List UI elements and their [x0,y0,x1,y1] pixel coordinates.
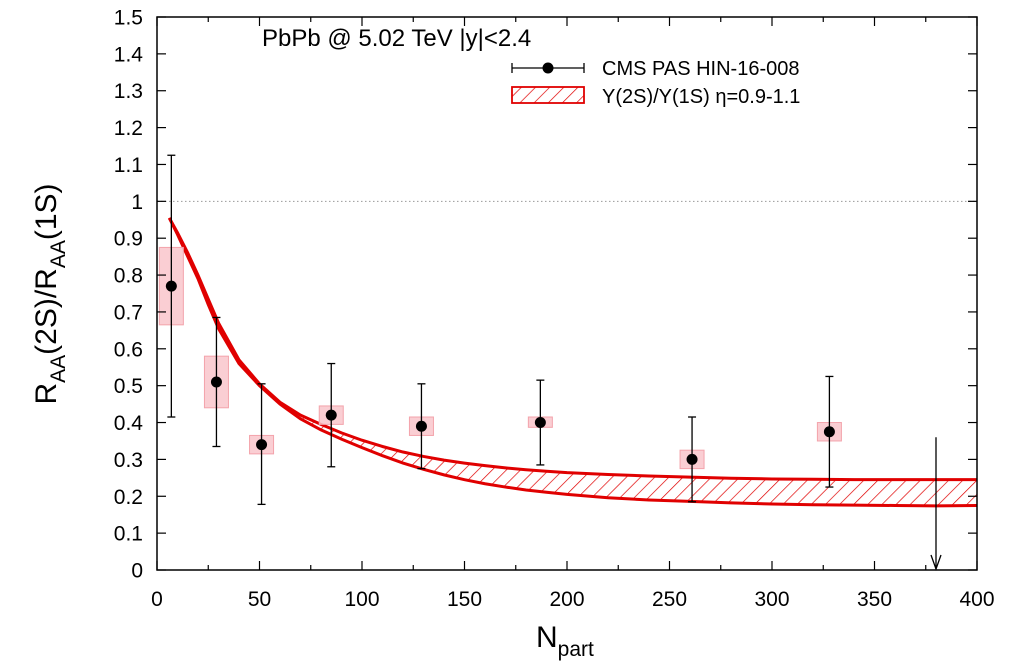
y-axis-label-part3: (1S) [30,183,63,240]
data-point [534,417,546,429]
data-point-layer [165,280,835,465]
x-tick-label: 400 [959,588,994,611]
y-axis-label-sub2: AA [47,240,70,268]
y-tick-label: 1.3 [114,80,143,103]
legend-data-label: CMS PAS HIN-16-008 [602,58,799,80]
data-point [165,280,177,292]
upper-limit-arrowhead [930,554,942,571]
x-axis-label-sub: part [558,638,594,661]
chart-title: PbPb @ 5.02 TeV |y|<2.4 [262,25,531,52]
x-tick-label: 50 [248,588,271,611]
theory-band-fill [169,217,977,506]
y-tick-label: 0.6 [114,338,143,361]
x-tick-label: 250 [652,588,687,611]
y-tick-label: 0.1 [114,523,143,546]
theory-band-layer [167,217,977,508]
data-point [210,376,222,388]
x-tick-label: 350 [857,588,892,611]
theory-band-lower-edge [167,217,977,508]
y-tick-label: 0.2 [114,486,143,509]
data-point [415,420,427,432]
x-tick-label: 300 [754,588,789,611]
y-tick-label: 1.2 [114,117,143,140]
data-point [686,453,698,465]
y-tick-label: 1.4 [114,43,144,66]
y-tick-label: 0.9 [114,228,143,251]
x-tick-label: 0 [151,588,163,611]
data-point [823,426,835,438]
y-tick-label: 0 [131,560,143,583]
y-axis-label-part2: (2S)/R [30,268,63,355]
y-tick-label: 0.8 [114,265,143,288]
x-tick-labels: 0 50 100 150 200 250 300 350 400 [151,588,994,611]
y-axis-label-part1: R [30,383,63,405]
legend-data-marker-dot [542,62,554,74]
x-tick-label: 100 [344,588,379,611]
y-axis-label: RAA(2S)/RAA(1S) [30,183,70,404]
y-tick-label: 0.3 [114,449,143,472]
x-tick-label: 200 [549,588,584,611]
y-tick-label: 1.5 [114,7,143,30]
y-tick-label: 1.1 [114,154,143,177]
error-bar-layer [167,154,942,571]
legend-band-swatch [511,86,585,104]
x-tick-label: 150 [447,588,482,611]
x-axis-label: Npart [536,621,594,661]
y-tick-label: 1 [131,191,143,214]
data-point [325,409,337,421]
y-tick-label: 0.5 [114,375,143,398]
x-axis-label-main: N [536,621,558,654]
legend: CMS PAS HIN-16-008 Υ(2S)/Υ(1S) η=0.9-1.1 [511,58,800,108]
y-tick-label: 0.7 [114,301,143,324]
theory-band-upper-edge [167,217,977,482]
tick-layer [156,16,978,571]
legend-band-label: Υ(2S)/Υ(1S) η=0.9-1.1 [602,86,800,108]
y-axis-label-sub1: AA [47,355,70,383]
data-point [256,439,268,451]
y-tick-labels: 0 0.1 0.2 0.3 0.4 0.5 0.6 0.7 0.8 0.9 1 1.1 1.2 1.3 1.… [114,7,144,583]
y-tick-label: 0.4 [114,412,144,435]
